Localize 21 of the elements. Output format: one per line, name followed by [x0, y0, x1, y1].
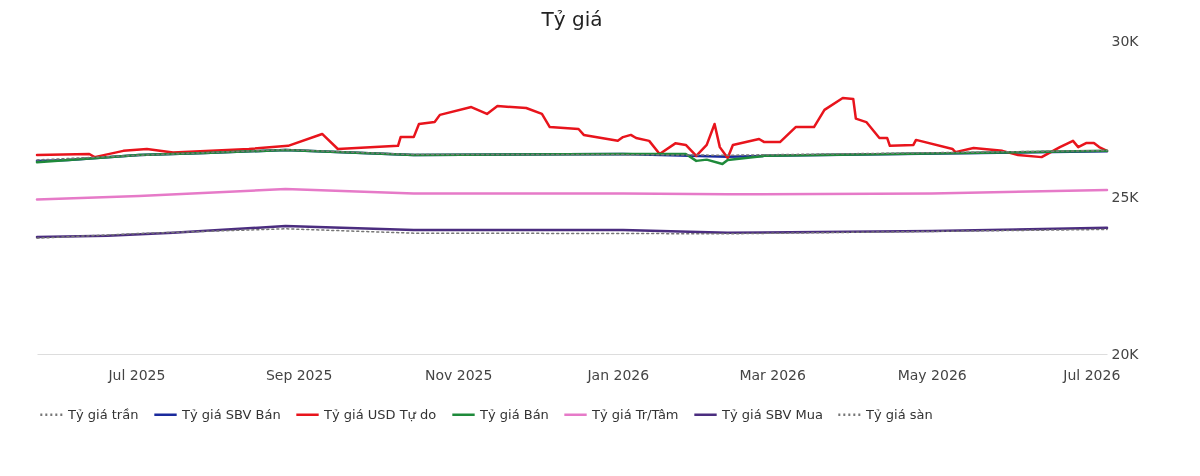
legend-label: Tỷ giá SBV Bán	[181, 406, 281, 422]
chart-title: Tỷ giá	[540, 7, 603, 31]
line-series	[35, 96, 1109, 160]
legend-label: Tỷ giá sàn	[865, 406, 933, 422]
x-tick-label: Mar 2026	[739, 366, 806, 383]
x-tick-label: Sep 2025	[265, 366, 333, 383]
legend-label: Tỷ giá Bán	[479, 406, 549, 422]
legend-label: Tỷ giá USD Tự do	[323, 406, 437, 422]
line-series	[36, 228, 1108, 239]
x-tick-label: Jul 2026	[1062, 366, 1121, 383]
y-tick-label: 20K	[1111, 345, 1140, 362]
x-tick-label: Nov 2025	[424, 366, 493, 383]
line-series	[35, 187, 1109, 201]
legend-label: Tỷ giá trần	[67, 406, 139, 422]
legend-label: Tỷ giá SBV Mua	[721, 406, 823, 422]
x-tick-label: Jul 2025	[107, 366, 166, 383]
x-tick-label: May 2026	[897, 366, 967, 383]
legend-label: Tỷ giá Tr/Tâm	[591, 406, 679, 422]
x-tick-label: Jan 2026	[586, 366, 650, 383]
y-tick-label: 30K	[1111, 32, 1140, 49]
y-tick-label: 25K	[1111, 189, 1140, 205]
